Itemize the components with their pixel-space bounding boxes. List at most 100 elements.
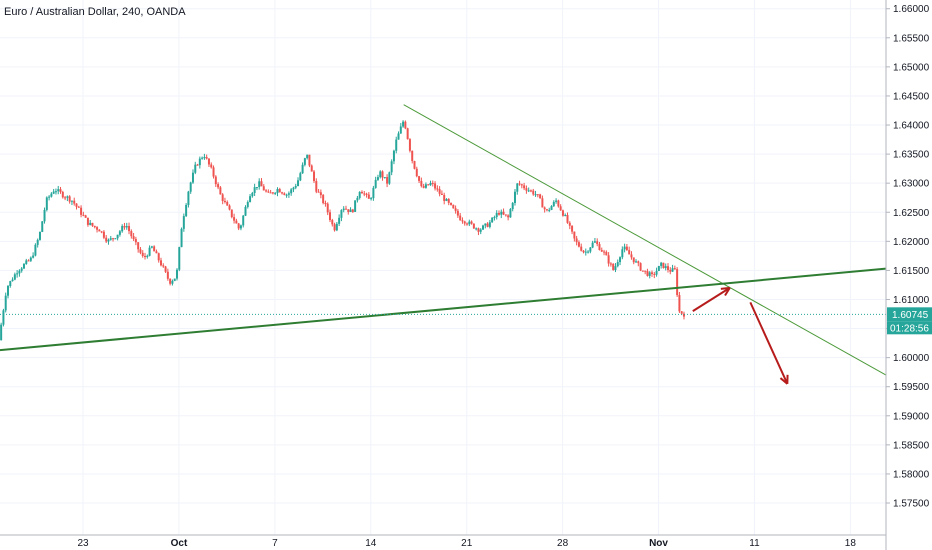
candle-body xyxy=(575,238,578,243)
candle-body xyxy=(319,192,322,196)
candle-body xyxy=(525,188,528,191)
candle-body xyxy=(504,214,507,216)
candle-body xyxy=(374,179,377,188)
candle-body xyxy=(434,183,437,189)
candle-body xyxy=(0,324,3,341)
price-axis[interactable]: 1.66000 1.65500 1.65000 1.64500 1.64000 1.635… xyxy=(885,0,932,550)
candle-body xyxy=(484,223,487,226)
candle-body xyxy=(128,226,131,232)
candle-body xyxy=(201,157,204,159)
candle-body xyxy=(354,200,357,212)
candle-body xyxy=(306,154,309,159)
candle-body xyxy=(344,208,347,210)
candle-body xyxy=(107,239,110,242)
candle-body xyxy=(29,257,32,261)
candle-body xyxy=(488,222,491,227)
candle-body xyxy=(36,239,39,245)
up-arrow-head xyxy=(720,286,730,290)
candle-body xyxy=(180,228,183,248)
candle-body xyxy=(616,262,619,267)
y-tick-label: 1.66000 xyxy=(893,4,930,15)
candle-body xyxy=(666,266,669,270)
candle-body xyxy=(680,311,683,314)
candle-body xyxy=(632,257,635,263)
candle-body xyxy=(386,177,389,184)
time-axis[interactable]: 23 Oct 7 14 21 28 Nov 11 18 xyxy=(0,534,886,549)
candle-body xyxy=(507,215,510,218)
candle-body xyxy=(452,204,455,209)
candle-body xyxy=(486,223,489,227)
candle-body xyxy=(408,139,411,151)
candle-body xyxy=(322,195,325,204)
candle-body xyxy=(25,260,28,265)
countdown-box xyxy=(887,321,932,335)
candle-body xyxy=(59,189,62,192)
candle-body xyxy=(360,192,363,194)
candle-body xyxy=(577,242,580,247)
candle-body xyxy=(4,295,7,311)
candle-body xyxy=(57,189,60,192)
y-tick-label: 1.57500 xyxy=(893,499,930,510)
candle-body xyxy=(52,191,55,194)
candle-body xyxy=(155,251,158,254)
candle-body xyxy=(102,231,105,238)
candle-body xyxy=(281,192,284,194)
candle-body xyxy=(653,273,656,275)
candle-body xyxy=(351,209,354,212)
candle-body xyxy=(315,181,318,192)
candle-body xyxy=(571,225,574,232)
candle-body xyxy=(249,196,252,203)
candle-body xyxy=(54,191,57,193)
candle-body xyxy=(160,260,163,266)
candle-body xyxy=(20,268,23,271)
candle-body xyxy=(370,198,373,200)
candle-body xyxy=(561,210,564,216)
candle-body xyxy=(112,238,115,240)
candle-body xyxy=(118,231,121,235)
candle-body xyxy=(267,191,270,193)
candle-body xyxy=(529,190,532,192)
candle-body xyxy=(607,255,610,264)
candle-body xyxy=(287,193,290,195)
candle-body xyxy=(625,246,628,251)
candle-body xyxy=(219,187,222,195)
candle-body xyxy=(230,209,233,218)
candle-body xyxy=(628,250,631,255)
candle-body xyxy=(392,150,395,162)
candle-body xyxy=(500,211,503,215)
candle-body xyxy=(379,171,382,178)
candle-body xyxy=(34,244,37,256)
candle-body xyxy=(584,251,587,253)
candle-body xyxy=(440,193,443,195)
candle-body xyxy=(454,208,457,211)
candle-body xyxy=(198,158,201,166)
y-tick-label: 1.59000 xyxy=(893,411,930,422)
candle-body xyxy=(587,251,590,253)
candle-body xyxy=(125,226,128,228)
candle-body xyxy=(395,139,398,151)
up-arrow-head xyxy=(724,287,731,297)
candle-body xyxy=(207,158,210,165)
candle-body xyxy=(169,278,172,284)
candle-body xyxy=(182,216,185,229)
candle-body xyxy=(447,199,450,203)
candle-body xyxy=(406,128,409,140)
candle-body xyxy=(573,231,576,239)
candle-body xyxy=(543,207,546,210)
candle-body xyxy=(217,184,220,188)
candle-body xyxy=(564,214,567,216)
candle-body xyxy=(175,269,178,279)
x-tick-label: 11 xyxy=(749,538,760,549)
candle-body xyxy=(41,221,44,232)
y-tick-label: 1.65000 xyxy=(893,62,930,73)
candle-body xyxy=(431,182,434,184)
candle-body xyxy=(413,161,416,169)
candle-body xyxy=(678,295,681,312)
candle-body xyxy=(242,215,245,226)
candle-body xyxy=(516,183,519,192)
candle-body xyxy=(283,193,286,195)
candle-body xyxy=(27,260,30,262)
candle-body xyxy=(603,251,606,253)
x-tick-label: 14 xyxy=(365,538,377,549)
